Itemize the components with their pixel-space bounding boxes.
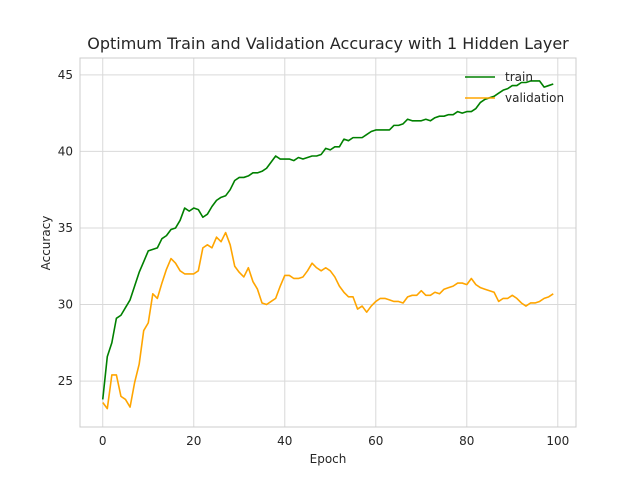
x-tick-label: 80 bbox=[459, 434, 474, 448]
series-line-train bbox=[101, 80, 554, 400]
y-tick-label: 45 bbox=[58, 68, 73, 82]
series-line-validation bbox=[102, 231, 554, 410]
y-tick-label: 40 bbox=[58, 144, 73, 158]
chart-title: Optimum Train and Validation Accuracy wi… bbox=[87, 34, 569, 53]
y-tick-label: 35 bbox=[58, 221, 73, 235]
plot-frame bbox=[79, 57, 577, 428]
x-tick-label: 60 bbox=[368, 434, 383, 448]
legend-label-train: train bbox=[505, 70, 533, 84]
x-axis-label: Epoch bbox=[310, 452, 347, 466]
x-tick-label: 100 bbox=[546, 434, 569, 448]
tick-labels: 0 20 40 60 80 100 25 30 35 40 45 bbox=[58, 68, 570, 448]
y-tick-label: 30 bbox=[58, 298, 73, 312]
x-tick-label: 20 bbox=[186, 434, 201, 448]
grid-lines bbox=[80, 58, 576, 427]
y-tick-label: 25 bbox=[58, 374, 73, 388]
legend-label-validation: validation bbox=[505, 91, 564, 105]
x-tick-label: 0 bbox=[99, 434, 107, 448]
legend: train validation bbox=[465, 70, 564, 105]
series-lines bbox=[101, 80, 554, 410]
y-axis-label: Accuracy bbox=[39, 216, 53, 271]
x-tick-label: 40 bbox=[277, 434, 292, 448]
